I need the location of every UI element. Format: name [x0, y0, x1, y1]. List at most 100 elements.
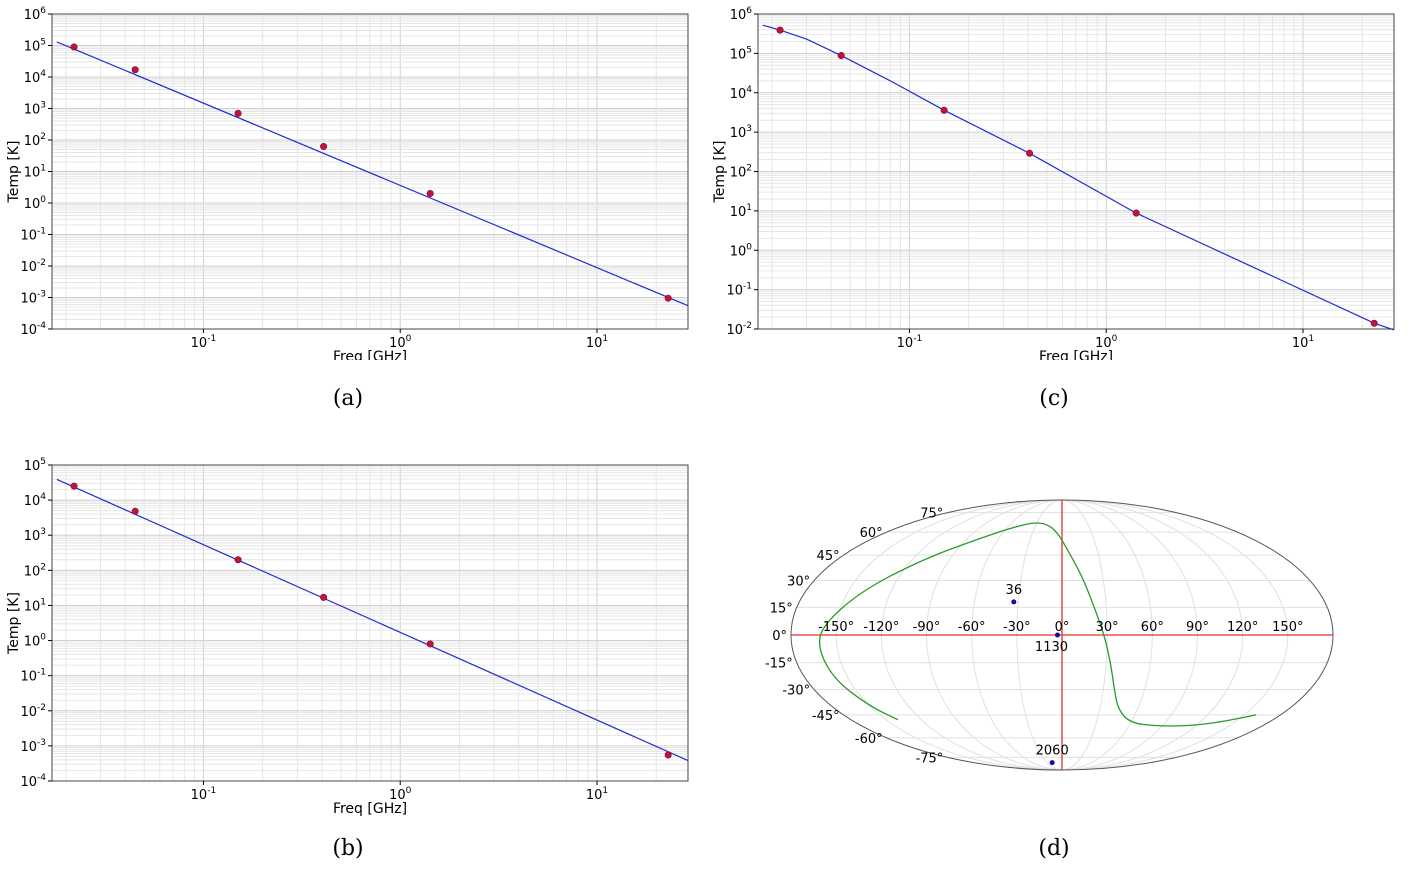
data-point — [940, 106, 948, 114]
y-tick-label: 101 — [730, 203, 752, 220]
longitude-label: 0° — [1055, 620, 1070, 635]
latitude-label: 30° — [787, 574, 810, 589]
x-axis-label: Freq [GHz] — [1039, 349, 1113, 360]
y-tick-label: 104 — [730, 85, 753, 102]
y-tick-label: 102 — [730, 164, 752, 181]
y-tick-label: 104 — [24, 69, 47, 86]
y-tick-label: 10-1 — [20, 227, 46, 244]
y-tick-label: 100 — [24, 633, 47, 650]
data-point — [234, 556, 242, 564]
y-tick-label: 106 — [730, 6, 753, 23]
y-tick-label: 105 — [24, 38, 46, 55]
longitude-label: 60° — [1141, 620, 1164, 635]
data-point — [426, 190, 434, 198]
fit-line — [762, 24, 1395, 331]
data-point — [70, 43, 78, 51]
y-tick-label: 10-2 — [726, 321, 752, 338]
y-tick-label: 10-3 — [20, 738, 46, 755]
data-point — [1026, 149, 1034, 157]
latitude-label: 45° — [817, 549, 840, 564]
y-tick-label: 10-1 — [20, 668, 46, 685]
x-tick-label: 10-1 — [191, 786, 217, 803]
x-tick-label: 101 — [586, 786, 608, 803]
latitude-label: 15° — [770, 601, 793, 616]
y-tick-label: 10-2 — [20, 258, 46, 275]
y-tick-label: 10-3 — [20, 290, 46, 307]
source-label: 2060 — [1036, 744, 1069, 759]
x-tick-label: 100 — [389, 786, 412, 803]
longitude-label: -120° — [863, 620, 899, 635]
latitude-label: -60° — [855, 732, 883, 747]
caption-b: (b) — [332, 836, 364, 861]
latitude-label: -30° — [782, 684, 810, 699]
caption-a: (a) — [332, 386, 364, 411]
latitude-label: 0° — [772, 629, 787, 644]
y-axis-label: Temp [K] — [6, 141, 22, 204]
source-label: 36 — [1006, 583, 1023, 598]
latitude-label: -75° — [916, 751, 944, 766]
y-tick-label: 102 — [24, 132, 46, 149]
data-point — [426, 640, 434, 648]
data-point — [131, 66, 139, 74]
data-point — [234, 109, 242, 117]
x-tick-label: 100 — [1095, 334, 1118, 351]
data-point — [664, 751, 672, 759]
longitude-label: 30° — [1096, 620, 1119, 635]
longitude-label: 150° — [1272, 620, 1303, 635]
longitude-label: -30° — [1003, 620, 1031, 635]
plot-frame — [51, 464, 689, 782]
x-tick-label: 10-1 — [897, 334, 923, 351]
chart-d: -150° -120° -90° -60° -30° 0° 30° 60° 90° 120° 150… — [765, 499, 1334, 771]
x-tick-label: 101 — [586, 334, 608, 351]
x-tick-label: 101 — [1292, 334, 1314, 351]
data-point — [70, 482, 78, 490]
data-point — [776, 26, 784, 34]
y-tick-label: 10-4 — [20, 773, 46, 790]
y-axis-label: Temp [K] — [712, 141, 728, 204]
source-marker — [1049, 760, 1055, 766]
y-tick-label: 10-4 — [20, 321, 46, 338]
chart-b: 10-4 10-3 10-2 10-1 100 101 102 103 104 105 10-1 10… — [6, 457, 689, 817]
y-tick-label: 104 — [24, 492, 47, 509]
data-point — [837, 52, 845, 60]
data-point — [1370, 319, 1378, 327]
longitude-label: 90° — [1186, 620, 1209, 635]
gridlines — [52, 465, 688, 782]
y-tick-label: 102 — [24, 562, 46, 579]
y-tick-label: 103 — [24, 527, 46, 544]
data-point — [1132, 209, 1140, 217]
y-tick-label: 10-1 — [726, 282, 752, 299]
y-tick-label: 10-2 — [20, 703, 46, 720]
y-tick-label: 100 — [730, 242, 753, 259]
x-tick-label: 10-1 — [191, 334, 217, 351]
y-tick-label: 101 — [24, 164, 46, 181]
fit-line — [56, 41, 689, 307]
y-tick-label: 105 — [730, 45, 752, 62]
source-label: 1130 — [1035, 640, 1068, 655]
latitude-label: 75° — [920, 507, 943, 522]
gridlines — [52, 14, 688, 330]
x-axis-label: Freq [GHz] — [333, 349, 407, 360]
x-tick-label: 100 — [389, 334, 412, 351]
y-tick-label: 101 — [24, 597, 46, 614]
data-point — [320, 593, 328, 601]
latitude-label: 60° — [860, 526, 883, 541]
x-axis-label: Freq [GHz] — [333, 801, 407, 817]
y-tick-label: 103 — [24, 101, 46, 118]
galactic-plane-curve — [818, 522, 1257, 727]
y-tick-label: 105 — [24, 457, 46, 474]
caption-d: (d) — [1038, 836, 1070, 861]
data-point — [131, 507, 139, 515]
latitude-label: -15° — [765, 657, 793, 672]
longitude-label: -150° — [818, 620, 854, 635]
gridlines — [758, 14, 1394, 330]
y-axis-label: Temp [K] — [6, 592, 22, 655]
y-tick-label: 100 — [24, 195, 47, 212]
chart-a: 10-4 10-3 10-2 10-1 100 101 102 103 104 105 106 10-… — [6, 6, 689, 360]
fit-line — [56, 478, 689, 762]
data-point — [320, 143, 328, 151]
longitude-label: -60° — [958, 620, 986, 635]
y-tick-label: 103 — [730, 124, 752, 141]
y-tick-label: 106 — [24, 6, 47, 23]
source-marker — [1011, 599, 1017, 605]
